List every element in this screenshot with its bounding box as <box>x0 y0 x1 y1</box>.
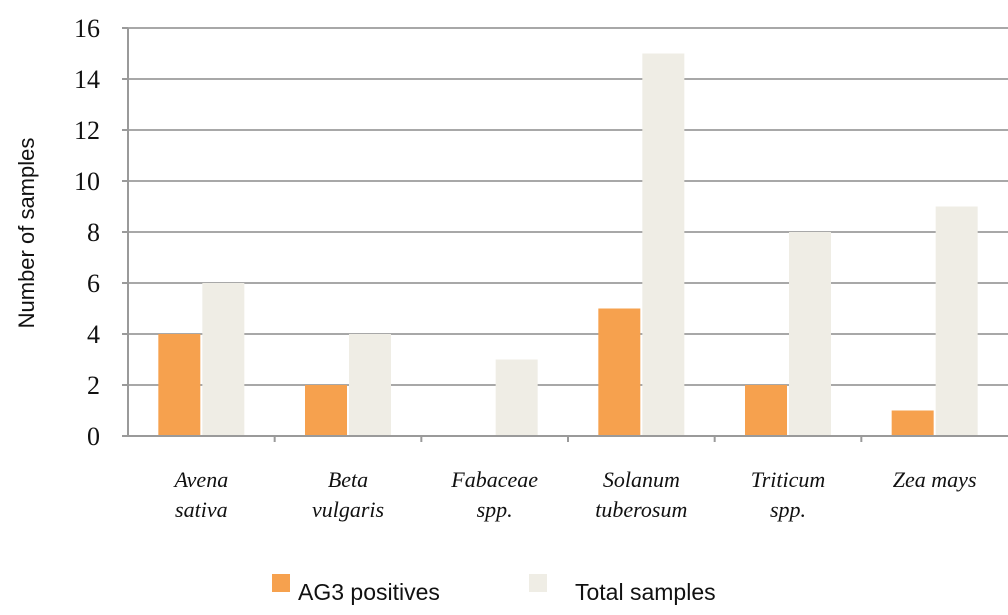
y-axis-label: Number of samples <box>14 138 39 329</box>
x-tick-label-line: Zea mays <box>893 467 977 492</box>
legend-swatch <box>272 574 290 592</box>
x-tick-label-line: Solanum <box>603 467 680 492</box>
x-tick-label-line: Triticum <box>751 467 826 492</box>
bar-ag3-positives <box>158 334 201 436</box>
legend: AG3 positives Total samples <box>272 574 716 605</box>
x-tick-labels: Avena sativa Beta vulgaris Fabaceae spp. Solan… <box>172 436 977 522</box>
y-tick-label: 14 <box>74 65 100 94</box>
y-tick-label: 0 <box>87 422 100 451</box>
x-tick-label: Triticum spp. <box>751 467 826 522</box>
gridlines <box>128 27 1008 386</box>
x-tick-label-line: spp. <box>770 497 806 522</box>
x-tick-label-line: vulgaris <box>312 497 384 522</box>
legend-label: AG3 positives <box>298 579 440 605</box>
bars <box>158 53 978 436</box>
y-tick-label: 16 <box>74 14 100 43</box>
x-tick-label: Fabaceae spp. <box>450 467 538 522</box>
bar-total-samples <box>642 53 685 436</box>
y-tick-label: 10 <box>74 167 100 196</box>
bar-ag3-positives <box>598 308 641 436</box>
bar-ag3-positives <box>745 385 787 436</box>
x-tick-label-line: Beta <box>328 467 368 492</box>
bar-total-samples <box>495 359 538 436</box>
x-tick-label: Avena sativa <box>172 467 228 522</box>
legend-swatch <box>529 574 547 592</box>
x-tick-label-line: Avena <box>172 467 228 492</box>
x-tick-label: Beta vulgaris <box>312 467 384 522</box>
y-tick-label: 4 <box>87 320 100 349</box>
y-tick-label: 8 <box>87 218 100 247</box>
bar-total-samples <box>202 283 245 436</box>
bar-total-samples <box>935 206 978 436</box>
x-tick-label-line: Fabaceae <box>450 467 538 492</box>
bar-ag3-positives <box>891 410 934 436</box>
legend-label: Total samples <box>575 579 716 605</box>
y-tick-labels: 0 2 4 6 8 10 12 14 16 <box>74 14 128 451</box>
y-tick-label: 12 <box>74 116 100 145</box>
bar-total-samples <box>789 232 831 436</box>
y-tick-label: 2 <box>87 371 100 400</box>
bar-ag3-positives <box>305 385 347 436</box>
bar-total-samples <box>349 334 391 436</box>
x-tick-label: Zea mays <box>893 467 977 492</box>
y-tick-label: 6 <box>87 269 100 298</box>
x-tick-label-line: tuberosum <box>595 497 687 522</box>
x-tick-label-line: sativa <box>175 497 228 522</box>
x-tick-label: Solanum tuberosum <box>595 467 687 522</box>
x-tick-label-line: spp. <box>477 497 513 522</box>
